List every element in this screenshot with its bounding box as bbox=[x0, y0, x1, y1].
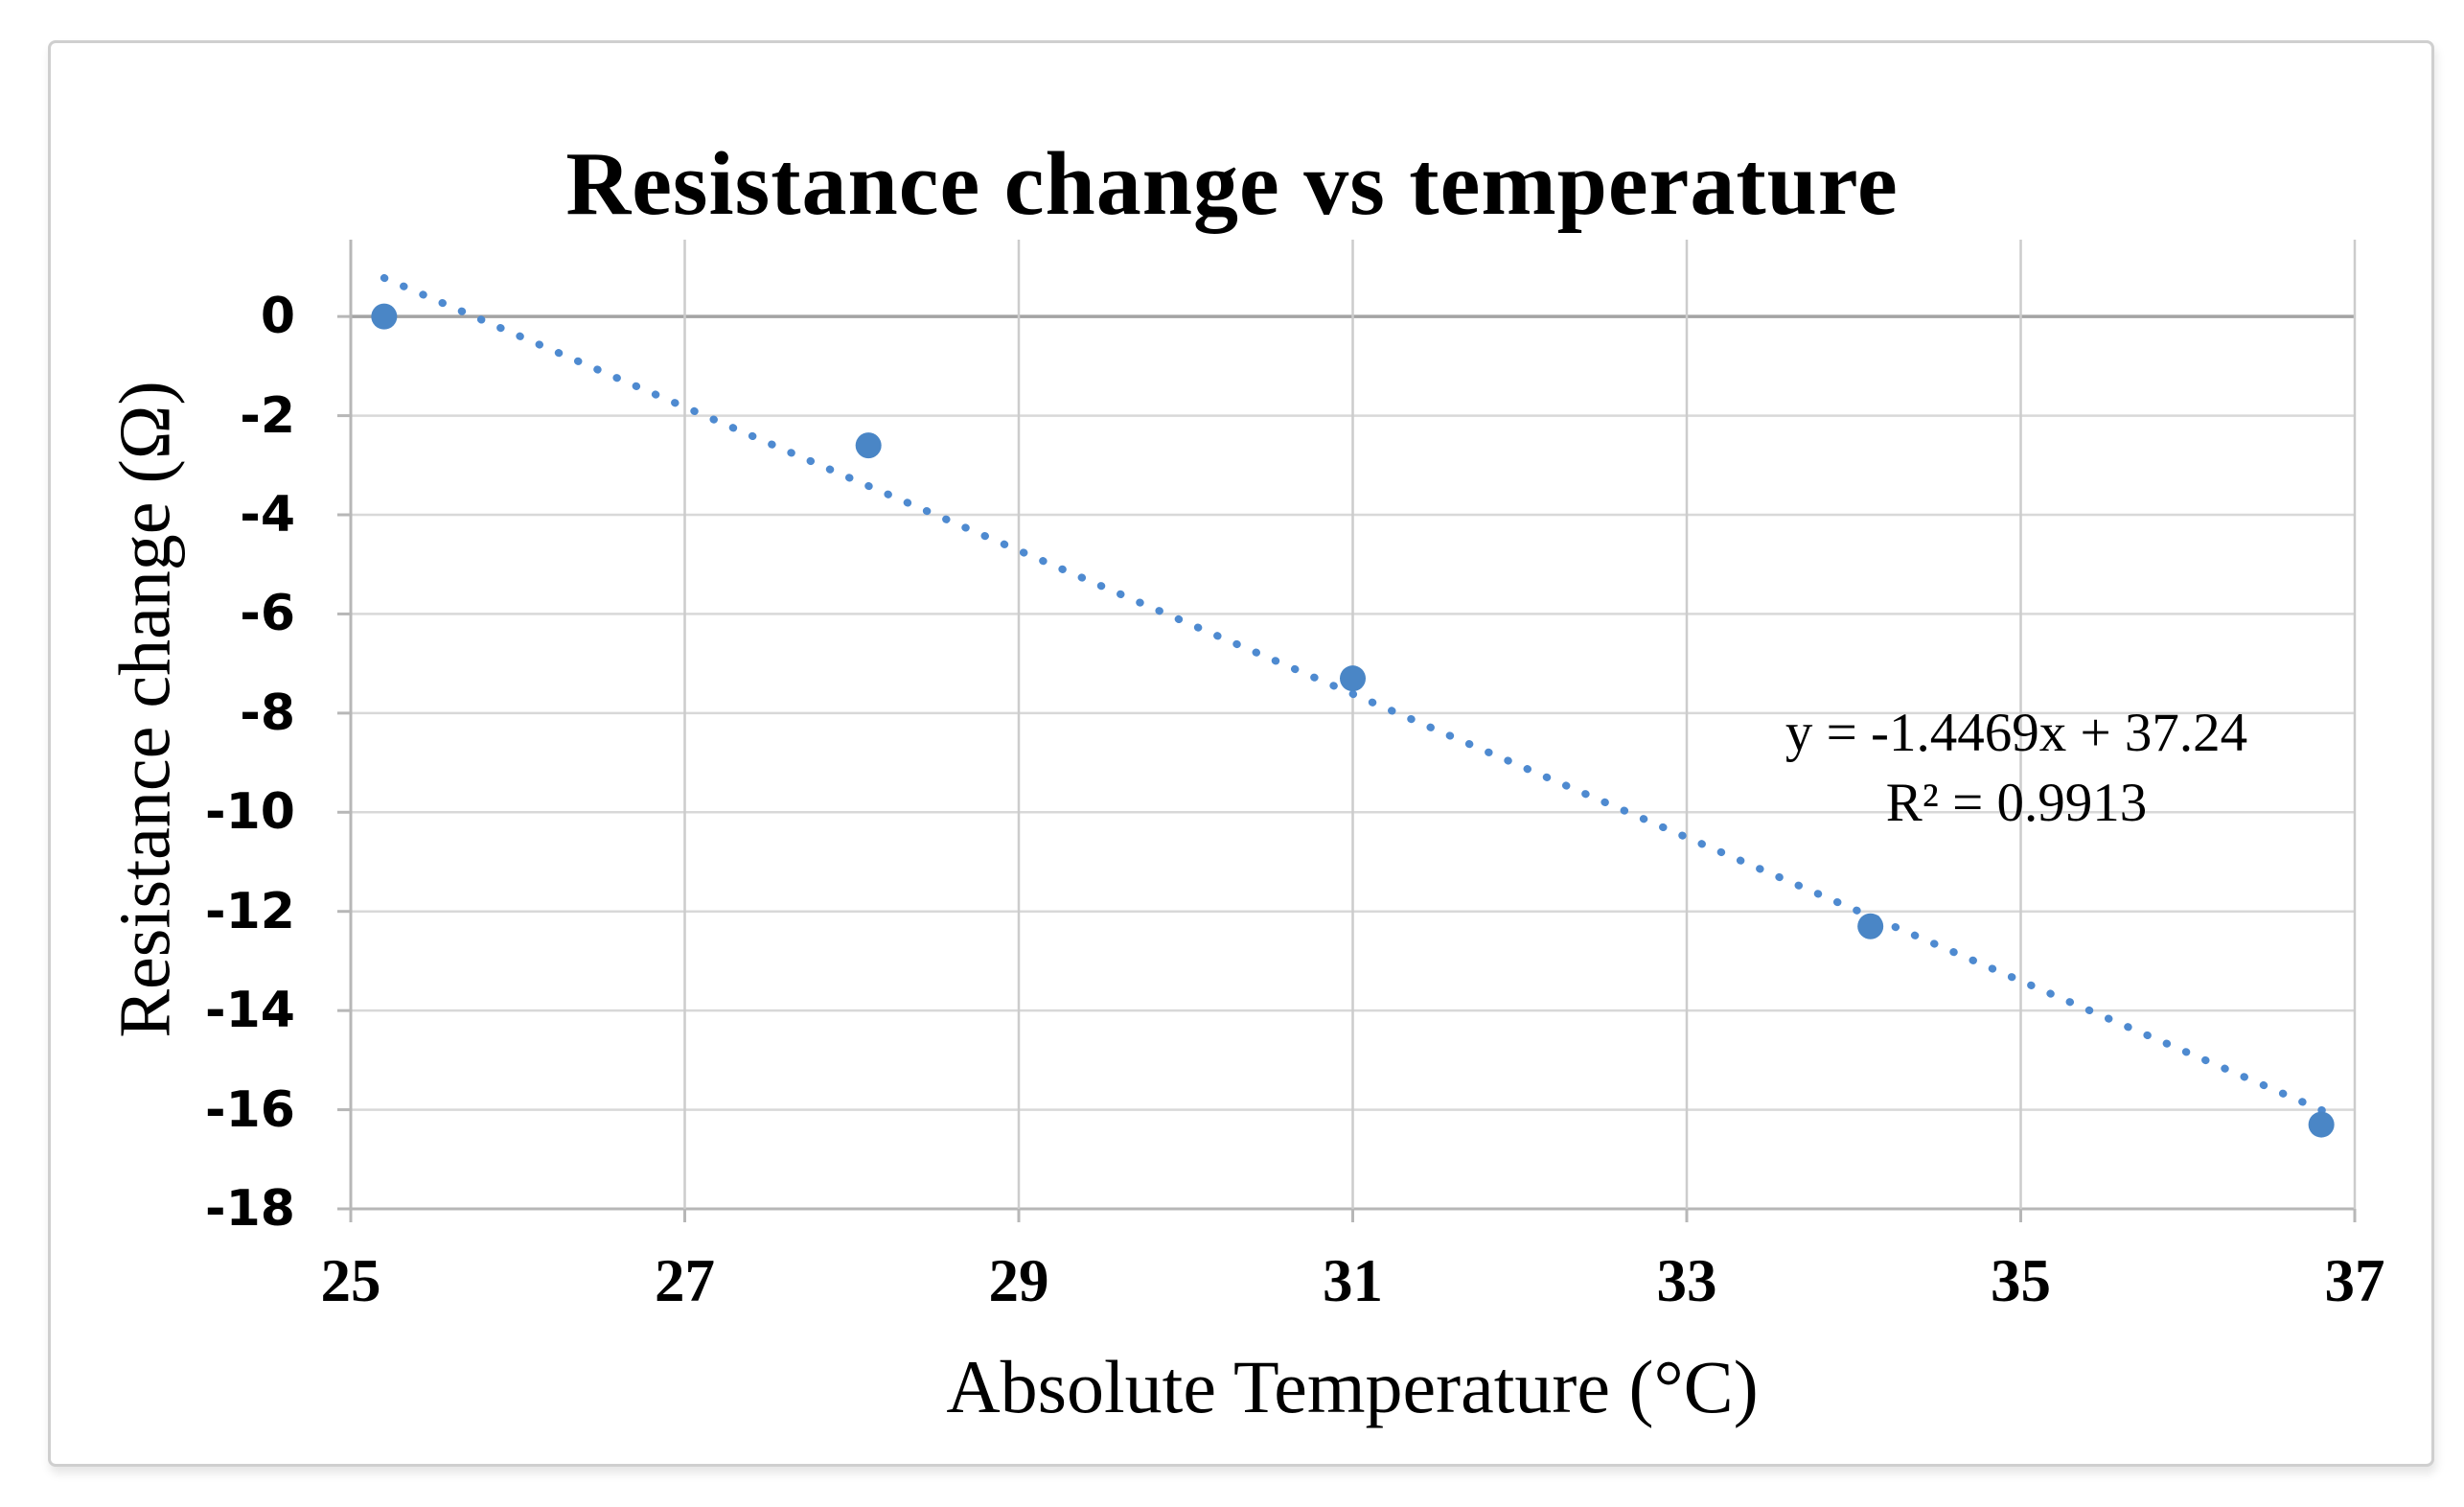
y-tick-label: -14 bbox=[205, 982, 295, 1040]
y-tick-label: -16 bbox=[205, 1080, 295, 1139]
y-tick-label: -18 bbox=[205, 1180, 295, 1238]
data-point-marker bbox=[1340, 665, 1366, 692]
trendline bbox=[380, 273, 2334, 1118]
chart-title: Resistance change vs temperature bbox=[565, 134, 1899, 234]
equation-line: y = -1.4469x + 37.24 bbox=[1785, 703, 2248, 763]
data-point-marker bbox=[371, 303, 398, 330]
y-tick-label: -12 bbox=[205, 882, 295, 940]
x-tick-label: 29 bbox=[988, 1247, 1049, 1314]
x-tick-label: 33 bbox=[1656, 1247, 1717, 1314]
x-tick-label: 25 bbox=[320, 1247, 381, 1314]
y-tick-label: -6 bbox=[240, 585, 295, 643]
trendline-equation: y = -1.4469x + 37.24 R² = 0.9913 bbox=[1785, 698, 2247, 838]
y-tick-label: -10 bbox=[205, 783, 295, 842]
y-tick-label: -8 bbox=[240, 684, 295, 742]
y-tick-label: -2 bbox=[240, 386, 295, 445]
x-axis-title: Absolute Temperature (°C) bbox=[946, 1345, 1759, 1428]
x-tick-label: 27 bbox=[655, 1247, 715, 1314]
r-squared-line: R² = 0.9913 bbox=[1885, 773, 2148, 833]
y-tick-label: -4 bbox=[240, 486, 295, 544]
y-tick-label: 0 bbox=[260, 288, 295, 346]
data-point-marker bbox=[1857, 913, 1884, 939]
data-point-marker bbox=[855, 432, 882, 459]
chart-frame bbox=[48, 40, 2434, 1467]
x-tick-label: 31 bbox=[1323, 1247, 1383, 1314]
data-point-marker bbox=[2308, 1111, 2335, 1138]
x-tick-label: 35 bbox=[1991, 1247, 2051, 1314]
x-tick-label: 37 bbox=[2324, 1247, 2385, 1314]
